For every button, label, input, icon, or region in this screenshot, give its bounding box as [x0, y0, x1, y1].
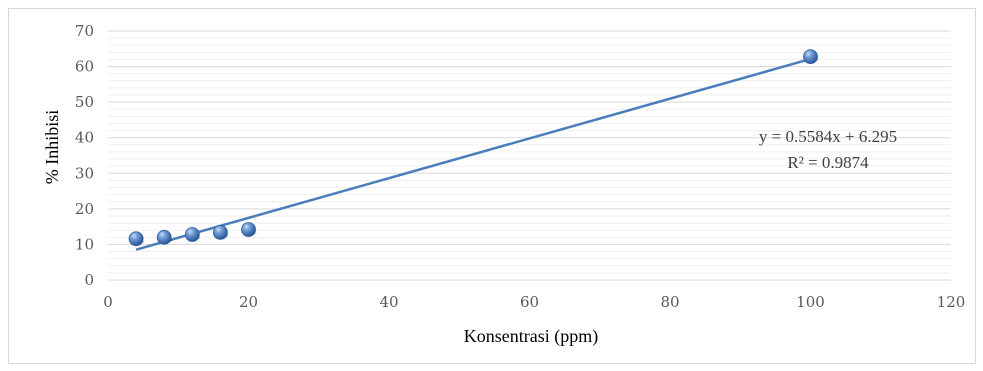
data-point: [184, 227, 200, 242]
x-tick-label: 40: [379, 293, 398, 311]
trendline-equation: y = 0.5584x + 6.295: [759, 127, 897, 146]
x-tick-label: 100: [796, 293, 825, 311]
data-point: [212, 224, 228, 240]
x-tick-label: 0: [103, 293, 113, 311]
r-squared-label: R² = 0.9874: [787, 153, 869, 172]
x-tick-label: 120: [937, 293, 966, 311]
x-tick-label: 20: [239, 293, 258, 311]
x-tick-label: 60: [520, 293, 539, 311]
data-points: [128, 49, 819, 247]
y-tick-label: 50: [75, 93, 94, 111]
trendline: [135, 57, 811, 251]
data-point: [128, 231, 144, 247]
chart-frame: [8, 8, 976, 364]
data-point: [156, 229, 172, 245]
x-tick-labels: 0 20 40 60 80 100 120: [103, 293, 965, 311]
y-axis-title: % Inhibisi: [42, 110, 62, 185]
trendline-group: [135, 57, 811, 251]
y-tick-label: 40: [75, 129, 94, 147]
x-axis-title: Konsentrasi (ppm): [464, 326, 598, 347]
y-tick-labels: 0 10 20 30 40 50 60 70: [75, 22, 94, 289]
data-point: [803, 49, 818, 65]
y-tick-label: 70: [75, 22, 94, 40]
y-tick-label: 30: [75, 164, 94, 182]
y-tick-label: 0: [84, 271, 94, 289]
y-tick-label: 60: [75, 58, 94, 76]
x-tick-label: 80: [660, 293, 679, 311]
y-tick-label: 10: [75, 235, 94, 253]
data-point: [241, 222, 256, 237]
y-tick-label: 20: [75, 200, 94, 218]
